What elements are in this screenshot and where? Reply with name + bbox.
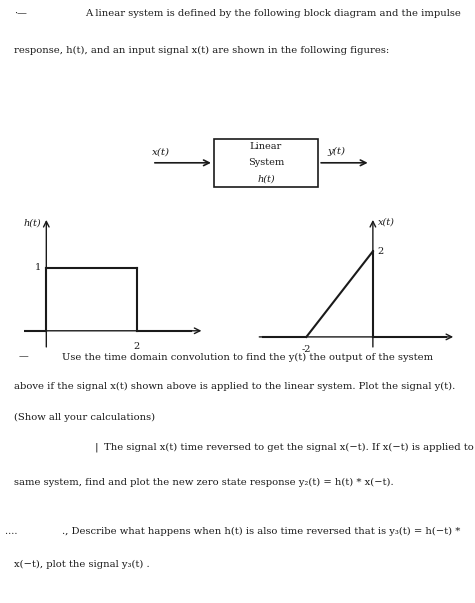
Text: x(−t), plot the signal y₃(t) .: x(−t), plot the signal y₃(t) . (14, 560, 150, 569)
Text: x(t): x(t) (152, 147, 170, 156)
Text: System: System (248, 159, 284, 167)
Text: Linear: Linear (250, 142, 282, 151)
Text: above if the signal x(t) shown above is applied to the linear system. Plot the s: above if the signal x(t) shown above is … (14, 382, 456, 391)
Text: 2: 2 (378, 247, 384, 256)
Text: —: — (19, 352, 35, 361)
Text: -2: -2 (302, 346, 311, 355)
Text: ....: .... (5, 527, 23, 536)
Text: ., Describe what happens when h(t) is also time reversed that is y₃(t) = h(−t) *: ., Describe what happens when h(t) is al… (62, 527, 460, 536)
Text: h(t): h(t) (23, 218, 41, 227)
Text: Use the time domain convolution to find the y(t) the output of the system: Use the time domain convolution to find … (62, 352, 433, 362)
Text: ·—: ·— (14, 8, 27, 17)
Text: The signal x(t) time reversed to get the signal x(−t). If x(−t) is applied to th: The signal x(t) time reversed to get the… (104, 443, 475, 452)
Text: h(t): h(t) (257, 175, 275, 184)
Text: x(t): x(t) (378, 218, 395, 227)
Text: y(t): y(t) (328, 147, 346, 156)
Text: |: | (95, 443, 102, 452)
Text: response, h(t), and an input signal x(t) are shown in the following figures:: response, h(t), and an input signal x(t)… (14, 46, 389, 55)
Text: same system, find and plot the new zero state response y₂(t) = h(t) * x(−t).: same system, find and plot the new zero … (14, 478, 394, 487)
Text: A linear system is defined by the following block diagram and the impulse: A linear system is defined by the follow… (86, 8, 461, 17)
Text: 1: 1 (35, 263, 41, 272)
Text: (Show all your calculations): (Show all your calculations) (14, 413, 155, 422)
Text: 2: 2 (133, 342, 140, 351)
